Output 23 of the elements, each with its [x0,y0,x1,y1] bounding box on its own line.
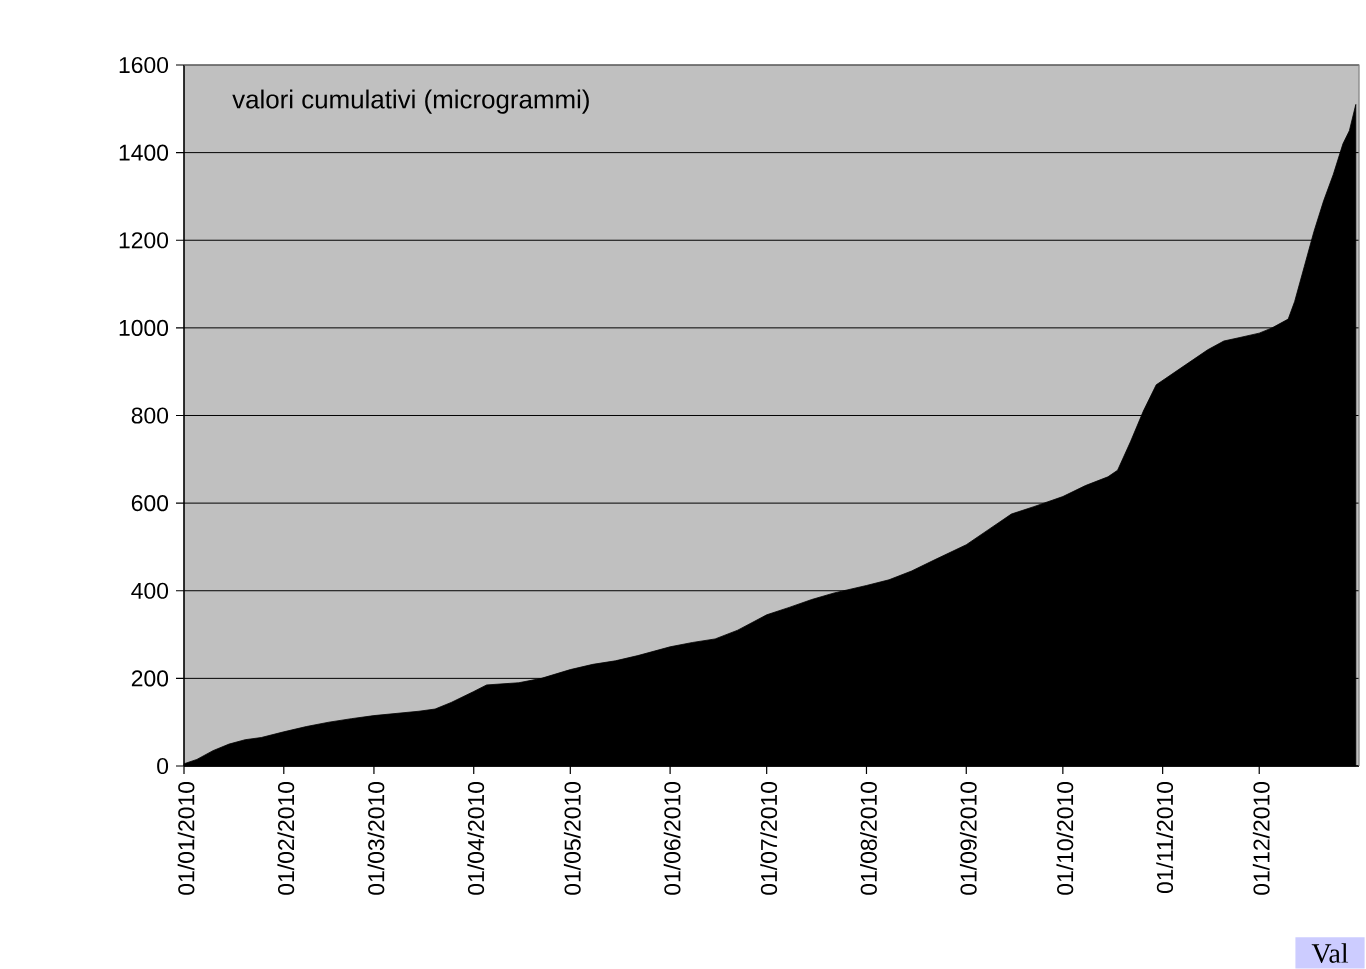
x-tick-label: 01/11/2010 [1156,781,1174,894]
x-tick-label: 01/09/2010 [959,781,977,895]
y-tick-label: 1600 [119,56,169,74]
y-tick-label: 400 [131,582,169,599]
x-tick-label: 01/07/2010 [760,781,778,895]
text: Val [1311,943,1349,964]
x-tick-label: 01/01/2010 [177,781,195,895]
x-tick-label: 01/02/2010 [277,781,295,895]
x-tick-label: 01/04/2010 [467,781,485,895]
y-tick-label: 600 [131,495,169,512]
y-tick-label: 1400 [119,144,169,161]
x-tick-label: 01/10/2010 [1056,781,1074,895]
y-tick-label: 200 [131,670,169,687]
x-tick-label: 01/05/2010 [563,781,581,895]
y-tick-label: 1200 [119,232,169,249]
x-tick-label: 01/06/2010 [663,781,681,895]
x-tick-label: 01/03/2010 [367,781,385,895]
y-tick-label: 0 [157,757,169,775]
x-tick-label: 01/08/2010 [860,781,877,895]
y-tick-label: 1000 [119,319,169,336]
x-tick-label: 01/12/2010 [1252,781,1270,895]
text: valori cumulativi (microgrammi) [232,89,589,114]
y-tick-label: 800 [131,407,169,424]
